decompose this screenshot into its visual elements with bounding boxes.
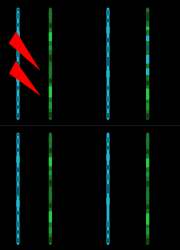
FancyBboxPatch shape	[146, 172, 149, 176]
FancyBboxPatch shape	[106, 47, 110, 52]
FancyBboxPatch shape	[49, 237, 52, 243]
FancyBboxPatch shape	[16, 42, 20, 47]
FancyBboxPatch shape	[49, 32, 52, 41]
FancyBboxPatch shape	[146, 191, 149, 200]
FancyBboxPatch shape	[106, 10, 110, 16]
FancyBboxPatch shape	[16, 113, 20, 118]
FancyBboxPatch shape	[16, 186, 20, 196]
FancyBboxPatch shape	[49, 191, 52, 200]
FancyBboxPatch shape	[16, 13, 20, 19]
FancyBboxPatch shape	[106, 8, 110, 120]
FancyBboxPatch shape	[49, 78, 52, 83]
FancyBboxPatch shape	[146, 8, 149, 120]
FancyBboxPatch shape	[146, 103, 149, 110]
FancyBboxPatch shape	[49, 86, 52, 98]
FancyBboxPatch shape	[146, 228, 149, 235]
Polygon shape	[9, 62, 40, 95]
FancyBboxPatch shape	[16, 106, 20, 109]
FancyBboxPatch shape	[49, 171, 52, 175]
FancyBboxPatch shape	[106, 132, 110, 245]
FancyBboxPatch shape	[16, 9, 20, 11]
FancyBboxPatch shape	[16, 176, 20, 182]
FancyBboxPatch shape	[146, 88, 149, 100]
FancyBboxPatch shape	[146, 238, 149, 244]
FancyBboxPatch shape	[106, 106, 110, 109]
FancyBboxPatch shape	[146, 158, 149, 168]
FancyBboxPatch shape	[49, 211, 52, 222]
FancyBboxPatch shape	[146, 46, 149, 50]
FancyBboxPatch shape	[146, 138, 149, 145]
FancyBboxPatch shape	[16, 222, 20, 227]
FancyBboxPatch shape	[49, 157, 52, 166]
FancyBboxPatch shape	[16, 230, 20, 234]
FancyBboxPatch shape	[49, 102, 52, 109]
FancyBboxPatch shape	[146, 149, 149, 154]
FancyBboxPatch shape	[106, 26, 110, 33]
FancyBboxPatch shape	[146, 204, 149, 209]
FancyBboxPatch shape	[16, 168, 20, 172]
FancyBboxPatch shape	[146, 113, 149, 119]
FancyBboxPatch shape	[106, 146, 110, 150]
FancyBboxPatch shape	[16, 132, 20, 245]
FancyBboxPatch shape	[106, 113, 110, 118]
FancyBboxPatch shape	[146, 214, 149, 225]
FancyBboxPatch shape	[49, 23, 52, 28]
FancyBboxPatch shape	[49, 132, 52, 245]
FancyBboxPatch shape	[49, 8, 52, 120]
FancyBboxPatch shape	[49, 227, 52, 234]
FancyBboxPatch shape	[16, 23, 20, 26]
FancyBboxPatch shape	[146, 55, 149, 64]
FancyBboxPatch shape	[106, 174, 110, 180]
FancyBboxPatch shape	[16, 75, 20, 82]
FancyBboxPatch shape	[16, 62, 20, 70]
FancyBboxPatch shape	[16, 211, 20, 214]
FancyBboxPatch shape	[16, 200, 20, 207]
FancyBboxPatch shape	[106, 38, 110, 42]
FancyBboxPatch shape	[106, 86, 110, 90]
FancyBboxPatch shape	[16, 52, 20, 57]
FancyBboxPatch shape	[146, 26, 149, 30]
FancyBboxPatch shape	[49, 12, 52, 19]
FancyBboxPatch shape	[16, 134, 20, 136]
FancyBboxPatch shape	[106, 57, 110, 66]
FancyBboxPatch shape	[16, 8, 20, 120]
FancyBboxPatch shape	[49, 66, 52, 75]
FancyBboxPatch shape	[49, 46, 52, 50]
FancyBboxPatch shape	[106, 19, 110, 22]
FancyBboxPatch shape	[16, 31, 20, 38]
FancyBboxPatch shape	[106, 96, 110, 102]
Polygon shape	[9, 32, 40, 70]
FancyBboxPatch shape	[146, 68, 149, 75]
FancyBboxPatch shape	[106, 222, 110, 227]
FancyBboxPatch shape	[16, 238, 20, 243]
FancyBboxPatch shape	[106, 238, 110, 243]
FancyBboxPatch shape	[146, 80, 149, 85]
FancyBboxPatch shape	[146, 181, 149, 186]
FancyBboxPatch shape	[106, 70, 110, 77]
FancyBboxPatch shape	[16, 138, 20, 144]
FancyBboxPatch shape	[49, 204, 52, 208]
FancyBboxPatch shape	[146, 36, 149, 41]
FancyBboxPatch shape	[49, 180, 52, 186]
FancyBboxPatch shape	[106, 198, 110, 204]
FancyBboxPatch shape	[16, 148, 20, 152]
FancyBboxPatch shape	[16, 86, 20, 90]
FancyBboxPatch shape	[106, 154, 110, 161]
FancyBboxPatch shape	[146, 132, 149, 245]
FancyBboxPatch shape	[49, 137, 52, 144]
FancyBboxPatch shape	[16, 156, 20, 163]
FancyBboxPatch shape	[106, 184, 110, 193]
FancyBboxPatch shape	[106, 165, 110, 170]
FancyBboxPatch shape	[16, 96, 20, 102]
FancyBboxPatch shape	[49, 55, 52, 62]
FancyBboxPatch shape	[49, 148, 52, 153]
FancyBboxPatch shape	[106, 137, 110, 142]
FancyBboxPatch shape	[106, 230, 110, 234]
FancyBboxPatch shape	[49, 112, 52, 118]
FancyBboxPatch shape	[146, 12, 149, 21]
